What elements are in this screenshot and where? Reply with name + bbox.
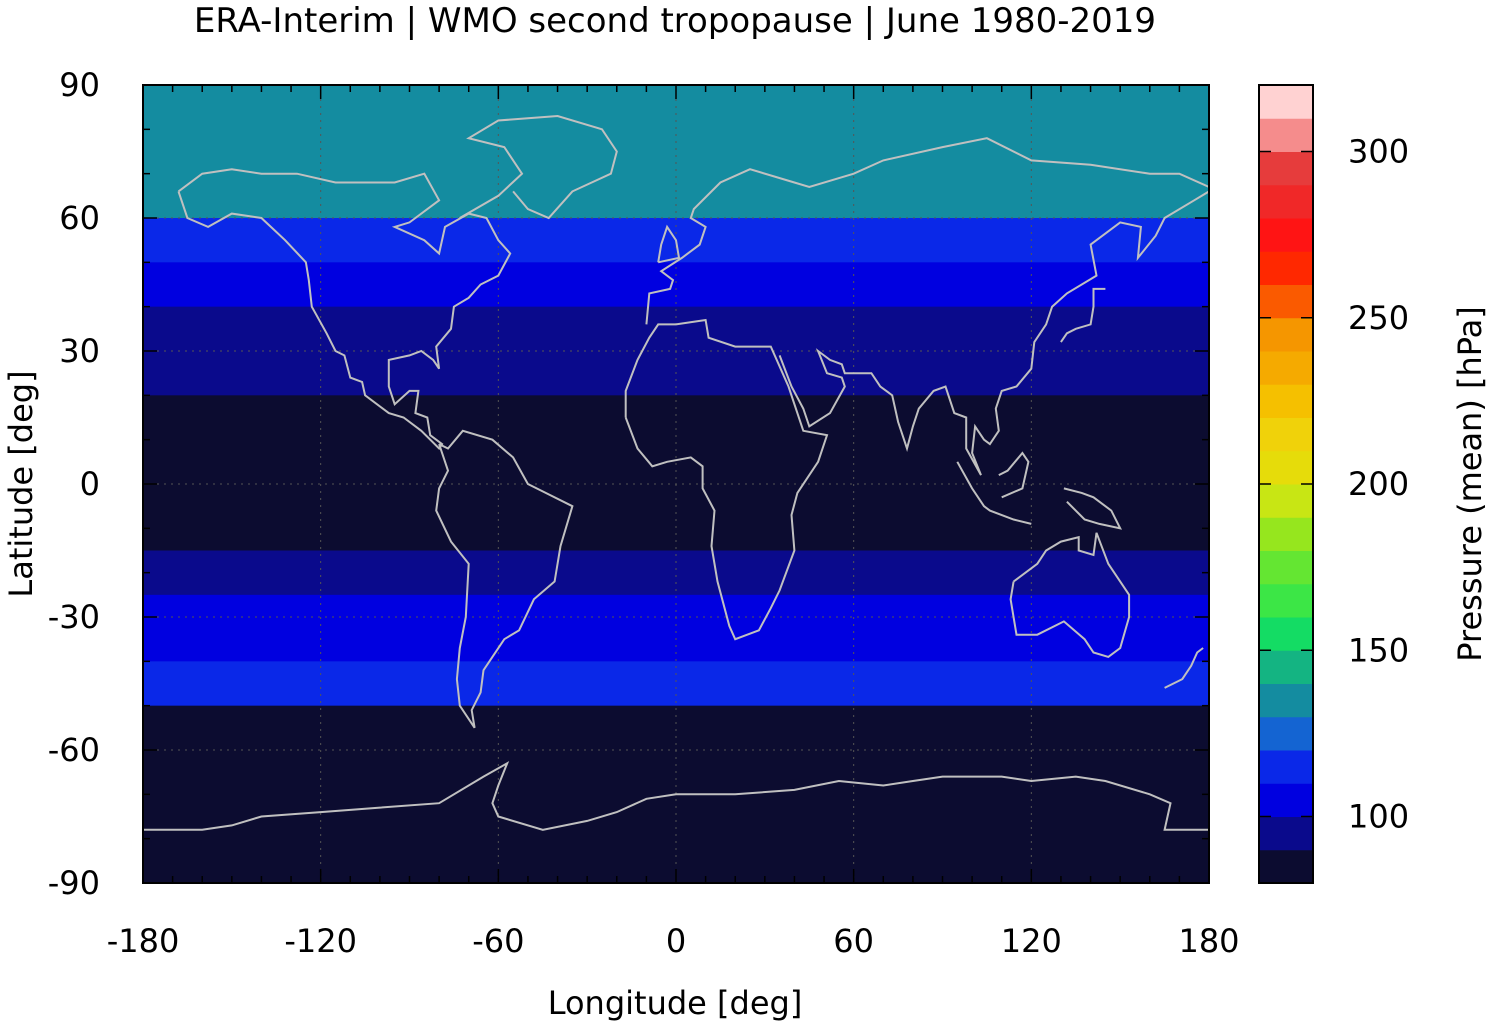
colorbar-bin-2	[1259, 783, 1313, 817]
colorbar-tick-label: 100	[1348, 798, 1409, 836]
colorbar-bin-10	[1259, 517, 1313, 551]
x-tick-label: 180	[1178, 922, 1239, 960]
colorbar-tick-label: 150	[1348, 631, 1409, 669]
heatmap-band-8	[143, 550, 1209, 596]
colorbar-bin-18	[1259, 251, 1313, 285]
colorbar-bin-9	[1259, 550, 1313, 585]
coastline-7	[459, 114, 618, 220]
colorbar-bin-3	[1259, 750, 1313, 784]
x-tick-label: -120	[284, 922, 357, 960]
x-tick-label: 60	[833, 922, 874, 960]
coastline-4	[778, 190, 1209, 476]
axes: -180 -120 -60 0 60 120 180 90 60 30 0 -30 -60 -90	[48, 66, 1240, 960]
y-tick-label: 60	[59, 199, 100, 237]
y-tick-label: -60	[48, 731, 100, 769]
colorbar-bin-20	[1259, 184, 1313, 219]
colorbar-bin-21	[1259, 151, 1313, 186]
coastline-9	[1060, 287, 1106, 343]
coastline-6	[143, 761, 1209, 831]
colorbar-bin-11	[1259, 484, 1313, 518]
colorbar-bin-8	[1259, 583, 1313, 618]
colorbar-bin-5	[1259, 683, 1313, 718]
coastlines	[143, 114, 1209, 831]
grid-lines	[143, 85, 1209, 883]
colorbar-bin-23	[1259, 85, 1313, 119]
y-tick-label: 90	[59, 66, 100, 104]
coastline-0	[177, 168, 512, 451]
coastline-1	[435, 429, 574, 729]
colorbar-bin-7	[1259, 617, 1313, 651]
y-tick-label: -30	[48, 598, 100, 636]
heatmap-band-9	[143, 594, 1209, 662]
colorbar-bin-6	[1259, 650, 1313, 684]
x-tick-label: -60	[472, 922, 524, 960]
colorbar: 100 150 200 250 300	[1258, 84, 1409, 884]
colorbar-bin-16	[1259, 317, 1313, 352]
colorbar-tick-label: 300	[1348, 133, 1409, 171]
x-tick-label: -180	[107, 922, 180, 960]
x-tick-label: 0	[666, 922, 686, 960]
y-tick-label: 0	[80, 465, 100, 503]
coastline-5	[1009, 532, 1131, 659]
coastline-3	[645, 137, 1209, 325]
colorbar-bin-14	[1259, 384, 1313, 418]
coastline-10	[657, 224, 681, 264]
colorbar-bin-12	[1259, 450, 1313, 485]
coastline-2	[624, 318, 829, 641]
colorbar-tick-label: 250	[1348, 299, 1409, 337]
y-axis-label: Latitude [deg]	[2, 370, 40, 597]
x-tick-label: 120	[1001, 922, 1062, 960]
colorbar-bin-17	[1259, 284, 1313, 319]
colorbar-bin-13	[1259, 417, 1313, 452]
chart-title: ERA-Interim | WMO second tropopause | Ju…	[194, 1, 1156, 41]
colorbar-bin-1	[1259, 816, 1313, 851]
colorbar-bin-0	[1259, 849, 1313, 884]
coastline-11	[956, 461, 1032, 525]
colorbar-bin-19	[1259, 218, 1313, 252]
y-tick-label: 30	[59, 332, 100, 370]
colorbar-bin-15	[1259, 351, 1313, 385]
colorbar-label: Pressure (mean) [hPa]	[1451, 306, 1489, 661]
coastline-12	[998, 451, 1030, 499]
y-tick-label: -90	[48, 864, 100, 902]
coastline-8	[1164, 647, 1204, 689]
colorbar-bin-4	[1259, 716, 1313, 751]
colorbar-tick-label: 200	[1348, 465, 1409, 503]
colorbar-bin-22	[1259, 118, 1313, 152]
x-axis-label: Longitude [deg]	[548, 984, 803, 1022]
coastline-13	[1063, 487, 1123, 530]
heatmap-band-4	[143, 262, 1209, 308]
heatmap-band-10	[143, 661, 1209, 707]
